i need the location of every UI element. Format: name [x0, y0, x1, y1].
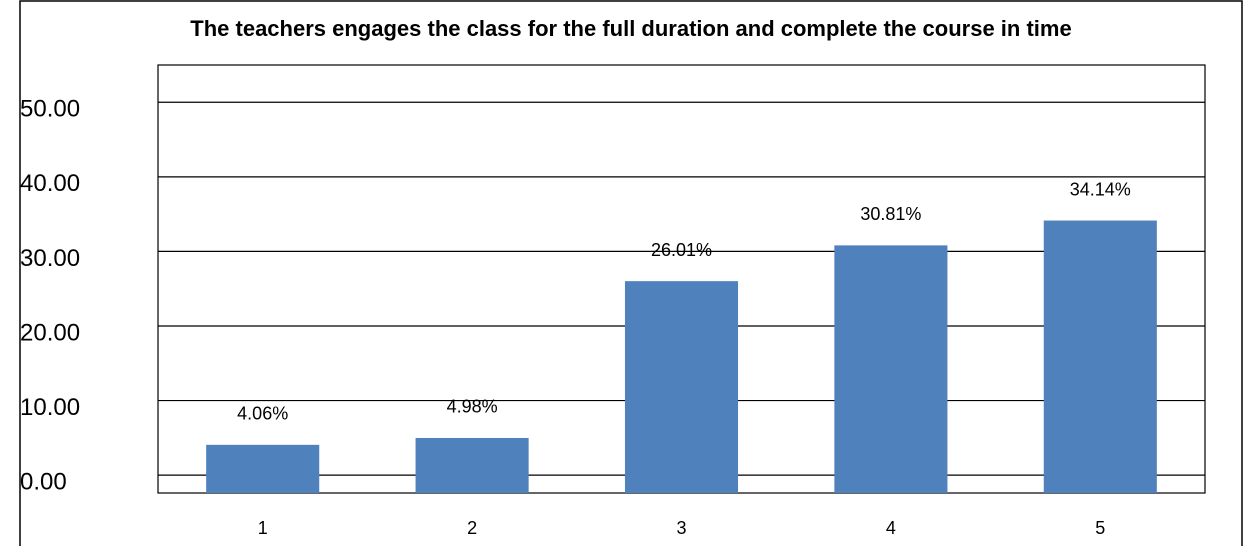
- data-label: 4.98%: [447, 397, 498, 417]
- x-tick-label: 3: [676, 518, 686, 538]
- y-tick-label: 20.00: [20, 319, 80, 346]
- bar: [1043, 220, 1157, 494]
- y-tick-label: 0.00: [20, 468, 67, 495]
- data-label: 26.01%: [651, 240, 712, 260]
- bar: [624, 281, 739, 493]
- y-tick-label: 30.00: [20, 245, 80, 272]
- data-label: 4.06%: [237, 404, 288, 424]
- y-tick-label: 40.00: [20, 170, 80, 197]
- y-tick-label: 10.00: [20, 394, 80, 421]
- y-tick-label: 50.00: [20, 96, 80, 123]
- data-label: 30.81%: [860, 204, 921, 224]
- data-label: 34.14%: [1070, 179, 1131, 199]
- chart-title: The teachers engages the class for the f…: [190, 16, 1071, 41]
- bar: [415, 437, 529, 493]
- bar: [834, 245, 948, 493]
- x-tick-label: 1: [258, 518, 268, 538]
- x-tick-label: 2: [467, 518, 477, 538]
- bar: [206, 444, 320, 493]
- x-tick-label: 4: [886, 518, 896, 538]
- x-tick-label: 5: [1095, 518, 1105, 538]
